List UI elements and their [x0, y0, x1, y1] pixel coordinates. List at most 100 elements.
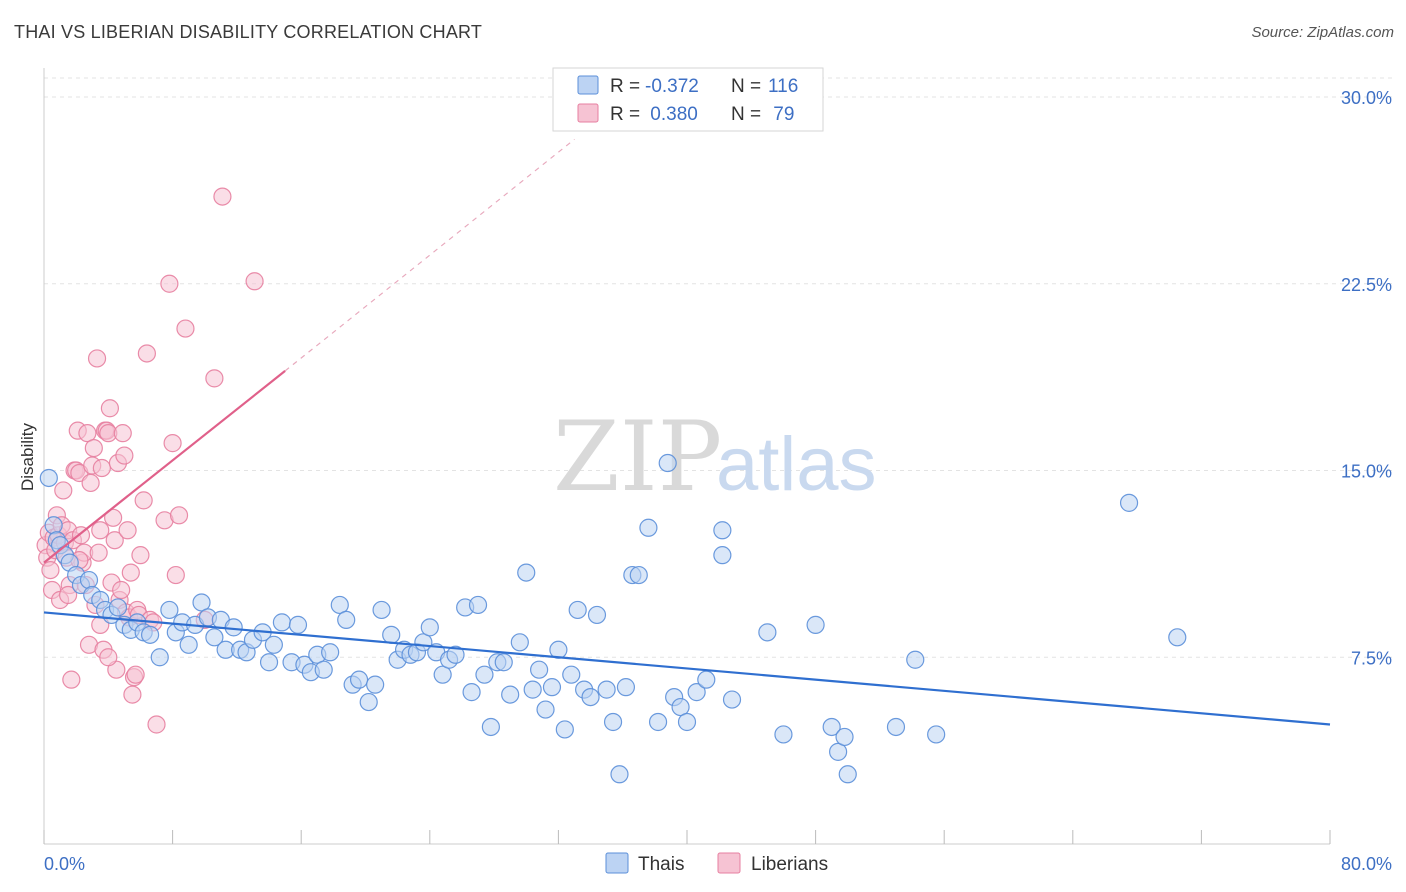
liberian-trend-extension [284, 138, 575, 372]
thai-trend-line [43, 611, 1331, 726]
thai-point-45 [330, 595, 349, 615]
thai-point-62 [446, 645, 465, 664]
legend-liberians-label: Liberians [751, 854, 828, 875]
liberian-point-70 [176, 319, 195, 338]
y-tick-label-0: 7.5% [1351, 648, 1392, 668]
thai-point-85 [603, 712, 623, 732]
thai-point-71 [510, 633, 529, 652]
thai-point-97 [697, 670, 716, 689]
liberian-point-40 [100, 399, 120, 418]
liberian-n-value: 79 [768, 104, 794, 125]
thai-point-104 [822, 717, 841, 737]
y-tick-label-2: 22.5% [1341, 275, 1392, 295]
thai-point-36 [264, 635, 283, 654]
thai-point-84 [597, 680, 616, 699]
thai-point-69 [494, 653, 513, 672]
liberian-point-76 [99, 648, 118, 667]
thai-point-27 [205, 628, 224, 647]
thai-point-70 [501, 685, 520, 704]
thai-points [39, 453, 1187, 784]
stats-legend: R = -0.372 N = 116 R = 0.380 N = 79 [552, 67, 824, 132]
y-axis-title: Disability [18, 422, 37, 491]
thai-point-106 [835, 727, 854, 747]
liberian-point-66 [160, 274, 179, 293]
x-tick-label-1: 80.0% [1341, 854, 1392, 874]
thai-point-67 [481, 717, 500, 737]
watermark-zip: ZIP [553, 401, 722, 513]
liberian-point-74 [245, 272, 264, 291]
liberian-point-64 [147, 715, 166, 734]
thai-point-98 [713, 521, 732, 540]
thai-point-48 [349, 670, 369, 689]
thai-point-90 [639, 518, 658, 537]
liberian-point-72 [205, 369, 224, 388]
liberian-point-51 [118, 521, 137, 540]
thai-r-value: -0.372 [645, 76, 699, 97]
thai-point-75 [536, 700, 555, 719]
thai-point-19 [150, 648, 169, 667]
thai-point-49 [359, 692, 378, 712]
thai-point-94 [671, 697, 690, 717]
thai-point-23 [179, 635, 198, 654]
thai-point-1 [44, 516, 63, 535]
thai-point-8 [79, 570, 99, 590]
x-tick-label-0: 0.0% [44, 854, 85, 874]
thai-point-65 [468, 595, 488, 615]
liberian-point-68 [166, 565, 185, 585]
liberian-point-59 [131, 546, 150, 565]
liberian-point-69 [169, 506, 189, 525]
thai-point-83 [587, 605, 607, 625]
thai-point-64 [462, 683, 481, 702]
liberian-point-60 [134, 491, 153, 510]
chart-title: THAI VS LIBERIAN DISABILITY CORRELATION … [14, 22, 483, 42]
thai-point-37 [272, 613, 292, 632]
liberian-r-label: R = [610, 104, 645, 125]
thai-point-73 [523, 680, 542, 699]
liberian-point-54 [123, 685, 142, 704]
grid-lines [44, 77, 1392, 658]
thai-point-80 [568, 600, 587, 620]
thai-point-43 [314, 660, 333, 679]
liberian-point-56 [126, 665, 145, 684]
thai-point-72 [517, 563, 536, 582]
thai-r-label: R = [610, 76, 645, 97]
thai-point-60 [433, 665, 452, 684]
tick-labels: 7.5% 15.0% 22.5% 30.0% 0.0% 80.0% [44, 88, 1392, 874]
thai-point-109 [906, 650, 925, 669]
liberian-point-11 [54, 481, 73, 500]
liberian-point-30 [84, 438, 103, 458]
thai-point-95 [677, 712, 697, 732]
thai-point-46 [337, 610, 356, 630]
liberian-point-47 [112, 580, 131, 600]
thai-point-35 [259, 653, 279, 672]
thai-point-58 [420, 618, 439, 637]
y-tick-label-1: 15.0% [1341, 462, 1392, 482]
thai-point-82 [581, 687, 600, 707]
thai-point-107 [838, 765, 857, 784]
thai-point-78 [555, 720, 574, 739]
liberian-point-48 [113, 424, 132, 443]
liberian-point-49 [115, 446, 134, 465]
liberian-point-78 [59, 585, 78, 605]
thai-point-91 [648, 712, 668, 732]
liberian-point-35 [92, 458, 111, 478]
thai-point-52 [382, 625, 401, 644]
legend-liberians-swatch [717, 852, 741, 874]
thai-point-100 [722, 690, 742, 709]
thai-point-99 [713, 546, 732, 565]
thai-point-105 [829, 742, 848, 761]
thai-point-20 [160, 600, 179, 620]
liberian-r-value: 0.380 [645, 104, 698, 125]
y-tick-label-3: 30.0% [1341, 88, 1392, 108]
thai-point-87 [616, 678, 636, 697]
thai-n-value: 116 [768, 76, 798, 97]
liberian-trend-line [43, 370, 286, 564]
thai-point-25 [192, 593, 211, 612]
thai-n-label: N = [731, 76, 766, 97]
thai-point-44 [321, 643, 340, 662]
thai-point-86 [610, 765, 629, 784]
thai-point-51 [372, 600, 391, 620]
liberian-point-28 [81, 473, 100, 493]
thai-point-50 [366, 675, 385, 694]
legend-thais-label: Thais [638, 854, 684, 875]
